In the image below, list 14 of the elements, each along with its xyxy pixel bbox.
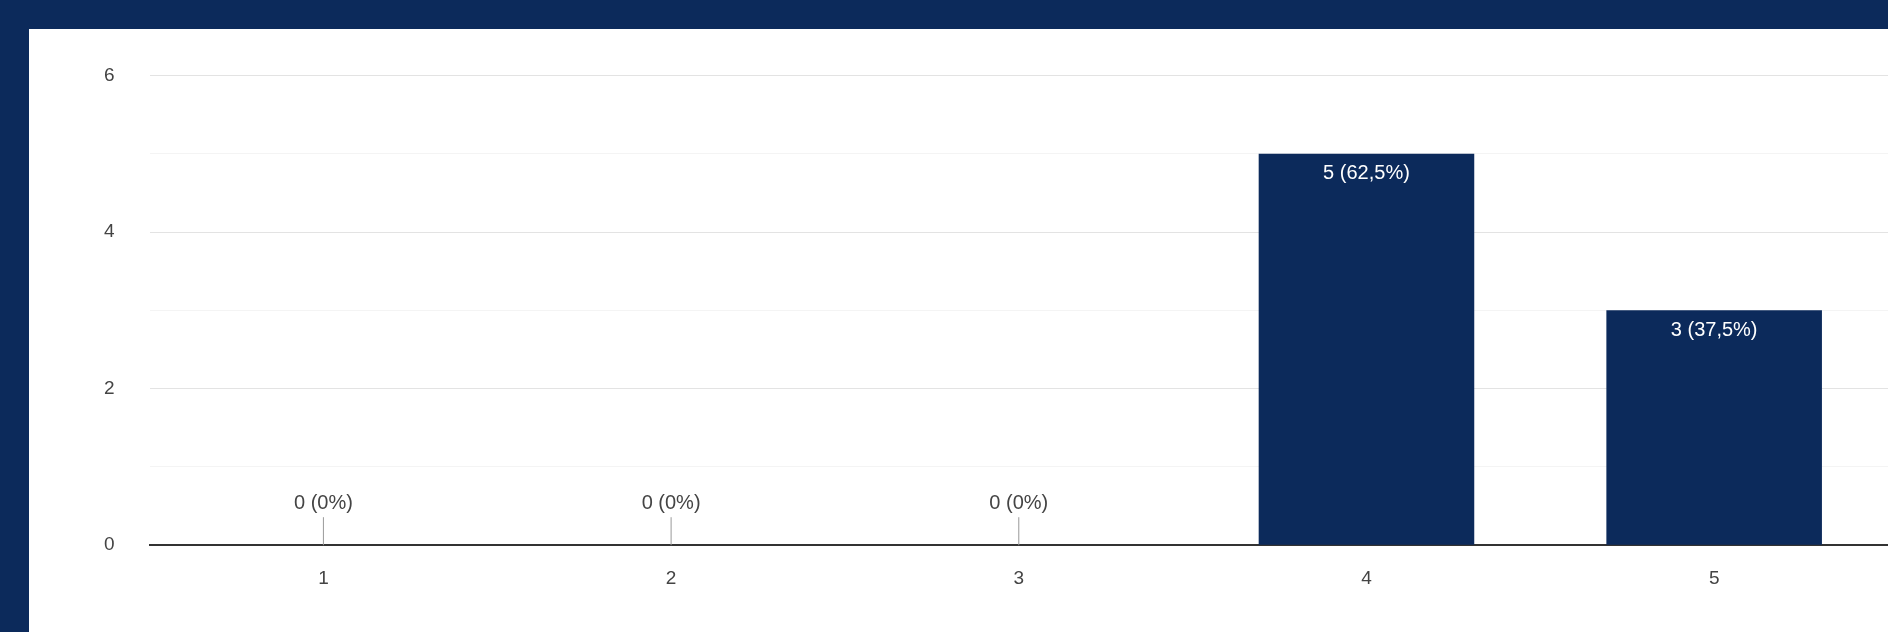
y-tick-label: 6 (103, 63, 115, 85)
x-tick-label: 2 (665, 566, 677, 588)
y-tick-label: 4 (103, 220, 115, 242)
data-label: 3 (37,5%) (1670, 317, 1758, 340)
x-tick-label: 4 (1361, 566, 1373, 588)
data-label: 0 (0%) (293, 490, 353, 513)
data-label: 0 (0%) (641, 490, 701, 513)
y-tick-label: 2 (103, 376, 115, 398)
x-tick-label: 3 (1013, 566, 1025, 588)
y-tick-label: 0 (103, 533, 115, 555)
data-label: 5 (62,5%) (1323, 161, 1410, 184)
data-label: 0 (0%) (989, 490, 1049, 513)
x-tick-label: 5 (1708, 566, 1720, 588)
x-tick-label: 1 (318, 566, 329, 588)
